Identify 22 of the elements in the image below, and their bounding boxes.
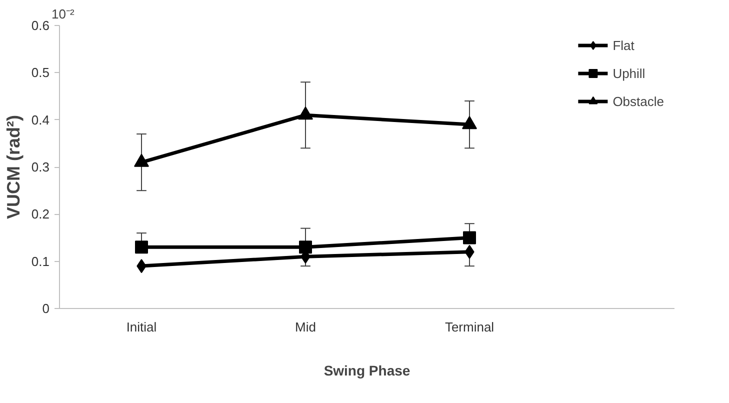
x-tick-label: Initial (126, 320, 157, 334)
y-tick-label: 0 (42, 301, 50, 316)
y-tick-label: 0.6 (31, 18, 50, 33)
y-tick-label: 0.4 (31, 112, 50, 128)
point (463, 231, 476, 244)
y-tick-label: 0.5 (31, 65, 50, 80)
legend-label: Uphill (612, 66, 646, 80)
text: 10⁻² (52, 6, 75, 22)
legend-label: Flat (612, 38, 634, 52)
x-axis-title: Swing Phase (324, 362, 410, 378)
point (134, 154, 149, 167)
x-tick-label: Mid (295, 320, 316, 334)
point (135, 240, 148, 254)
legend-label: Obstacle (612, 94, 664, 108)
point (462, 116, 477, 130)
point (298, 106, 313, 120)
y-axis-title: VUCM (rad²) (3, 114, 24, 219)
y-tick-label: 0.3 (31, 160, 50, 174)
y-tick-label: 0.1 (31, 254, 50, 269)
point (299, 240, 312, 254)
x-tick-label: Terminal (444, 320, 494, 334)
y-tick-label: 0.2 (31, 206, 50, 222)
